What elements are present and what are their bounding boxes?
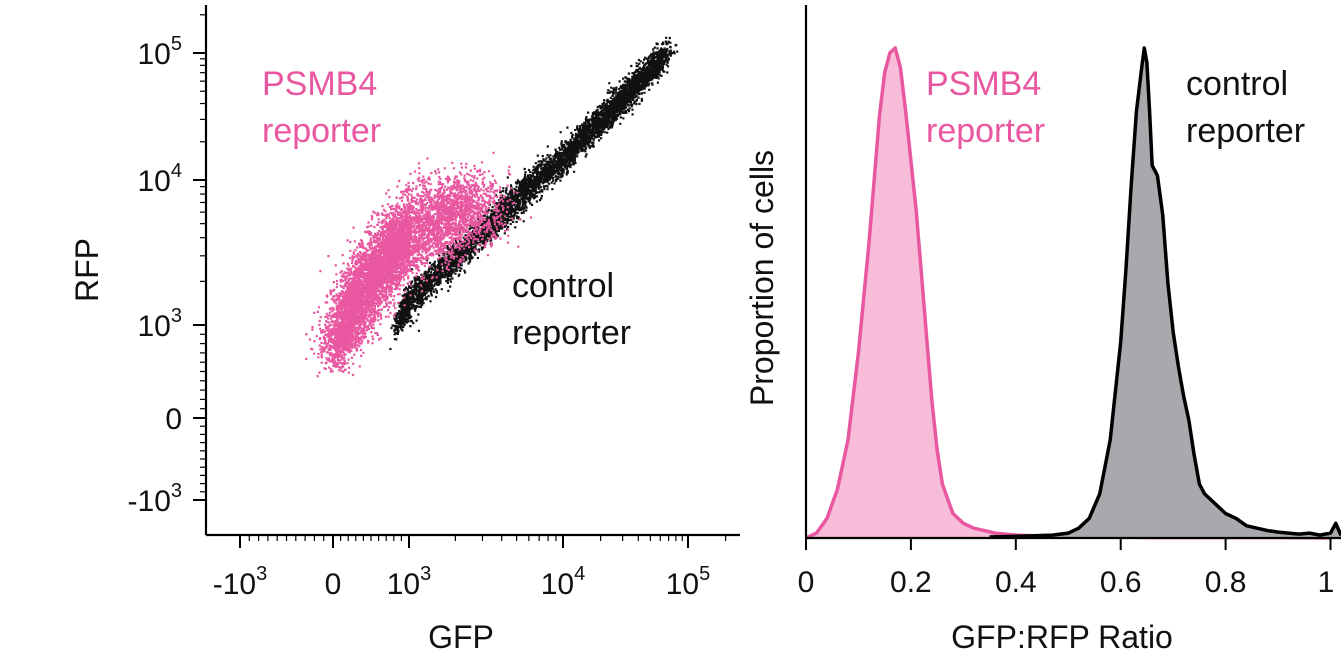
hist-x-tick-label: 1 [1318,566,1335,599]
scatter-points-control [389,36,679,351]
scatter-x-axis-title: GFP [428,619,494,655]
hist-area-psmb4 [806,48,1331,538]
scatter-y-tick-label: 0 [165,403,182,436]
scatter-points [305,36,679,378]
hist-series-label-psmb4: PSMB4 reporter [926,65,1045,150]
scatter-label-psmb4-line1: PSMB4 [262,65,377,103]
scatter-label-control-line2: reporter [512,314,631,352]
scatter-y-tick-label: -103 [128,480,182,518]
scatter-label-control-line1: control [512,267,614,305]
scatter-label-psmb4-line2: reporter [262,112,381,150]
scatter-x-tick-label: 0 [325,568,342,601]
scatter-y-tick-label: 104 [138,160,183,198]
histogram-panel: 0 0.2 0.4 0.6 0.8 1 GFP:RFP Ratio Proportion … [744,5,1341,655]
scatter-x-tick-label: 105 [666,563,711,601]
hist-x-tick-label: 0 [798,566,815,599]
scatter-y-axis-title: RFP [69,238,105,302]
hist-label-control-line2: reporter [1186,112,1305,150]
hist-label-psmb4-line1: PSMB4 [926,65,1041,103]
hist-x-tick-label: 0.4 [995,566,1037,599]
scatter-series-label-control: control reporter [512,267,631,352]
scatter-points-psmb4 [305,151,532,378]
scatter-x-tick-label: 103 [387,563,432,601]
hist-y-axis-title: Proportion of cells [744,150,780,406]
hist-x-tick-label: 0.2 [890,566,932,599]
scatter-y-tick-label: 103 [138,305,183,343]
scatter-series-label-psmb4: PSMB4 reporter [262,65,381,150]
scatter-x-ticks: -103 0 103 104 105 [213,535,727,601]
scatter-y-ticks: 105 104 103 0 -103 [128,14,206,518]
hist-series-label-control: control reporter [1186,65,1305,150]
hist-x-ticks: 0 0.2 0.4 0.6 0.8 1 [798,538,1335,599]
hist-x-tick-label: 0.8 [1205,566,1247,599]
scatter-y-tick-label: 105 [138,33,183,71]
scatter-x-tick-label: -103 [213,563,267,601]
hist-x-tick-label: 0.6 [1100,566,1142,599]
hist-area-control [989,48,1341,538]
scatter-panel: 105 104 103 0 -103 -103 0 103 104 105 GFP RFP PS… [69,5,740,655]
hist-label-psmb4-line2: reporter [926,112,1045,150]
scatter-x-tick-label: 104 [541,563,586,601]
hist-label-control-line1: control [1186,65,1288,103]
hist-line-control [989,46,1341,539]
hist-x-axis-title: GFP:RFP Ratio [951,619,1173,655]
